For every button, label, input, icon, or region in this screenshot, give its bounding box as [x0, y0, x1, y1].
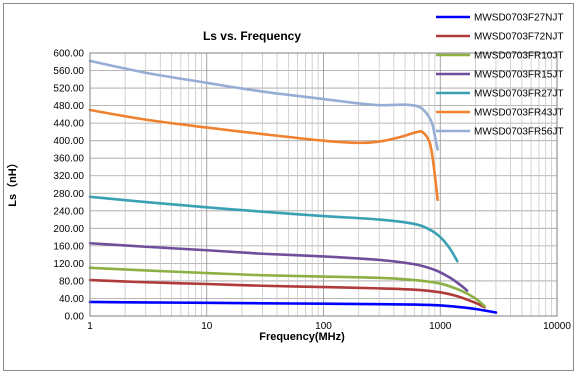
y-tick-label: 0.00 — [65, 312, 85, 323]
x-axis-ticks: 1 10 100 1000 10000 — [87, 321, 571, 332]
legend-label: MWSD0703FR43JT — [474, 108, 563, 119]
y-tick-label: 440.00 — [53, 119, 84, 130]
y-tick-label: 160.00 — [53, 241, 84, 252]
series-line-6 — [88, 108, 439, 202]
legend: MWSD0703F27NJT MWSD0703F72NJT MWSD0703FR10… — [436, 13, 563, 138]
plot-border — [89, 52, 558, 317]
y-tick-label: 80.00 — [59, 276, 84, 287]
y-axis-label: Ls（nH） — [6, 157, 19, 207]
series-line-3 — [88, 266, 486, 308]
y-tick-label: 40.00 — [59, 294, 84, 305]
legend-label: MWSD0703F27NJT — [474, 13, 563, 24]
y-tick-label: 600.00 — [53, 49, 84, 60]
series-line-4 — [88, 241, 469, 292]
legend-label: MWSD0703F72NJT — [474, 32, 563, 43]
x-axis-label: Frequency(MHz) — [259, 331, 345, 343]
x-tick-label: 1 — [87, 321, 93, 332]
legend-label: MWSD0703FR56JT — [474, 127, 563, 138]
y-tick-label: 480.00 — [53, 101, 84, 112]
y-axis-ticks: 0.00 40.00 80.00 120.00 160.00 200.00 240.00 28… — [53, 49, 84, 323]
y-tick-label: 120.00 — [53, 259, 84, 270]
series-line-5 — [88, 195, 459, 263]
y-tick-label: 200.00 — [53, 224, 84, 235]
y-tick-label: 520.00 — [53, 84, 84, 95]
series-lines — [88, 59, 498, 314]
y-tick-label: 560.00 — [53, 66, 84, 77]
x-tick-label: 1000 — [429, 321, 452, 332]
y-tick-label: 280.00 — [53, 189, 84, 200]
x-tick-label: 10000 — [543, 321, 571, 332]
legend-label: MWSD0703FR15JT — [474, 70, 563, 81]
legend-label: MWSD0703FR27JT — [474, 89, 563, 100]
line-chart: 1 10 100 1000 10000 0.00 40.00 80.00 120.00 160.… — [6, 13, 571, 344]
series-line-2 — [88, 278, 486, 309]
chart-title: Ls vs. Frequency — [203, 29, 301, 43]
series-line-1 — [88, 300, 498, 314]
x-tick-label: 10 — [201, 321, 213, 332]
series-line-7 — [88, 59, 439, 151]
legend-label: MWSD0703FR10JT — [474, 51, 563, 62]
x-tick-label: 100 — [315, 321, 332, 332]
chart-frame: 1 10 100 1000 10000 0.00 40.00 80.00 120.00 160.… — [3, 3, 574, 371]
y-tick-label: 400.00 — [53, 136, 84, 147]
y-tick-label: 320.00 — [53, 171, 84, 182]
y-tick-label: 360.00 — [53, 154, 84, 165]
y-tick-label: 240.00 — [53, 206, 84, 217]
